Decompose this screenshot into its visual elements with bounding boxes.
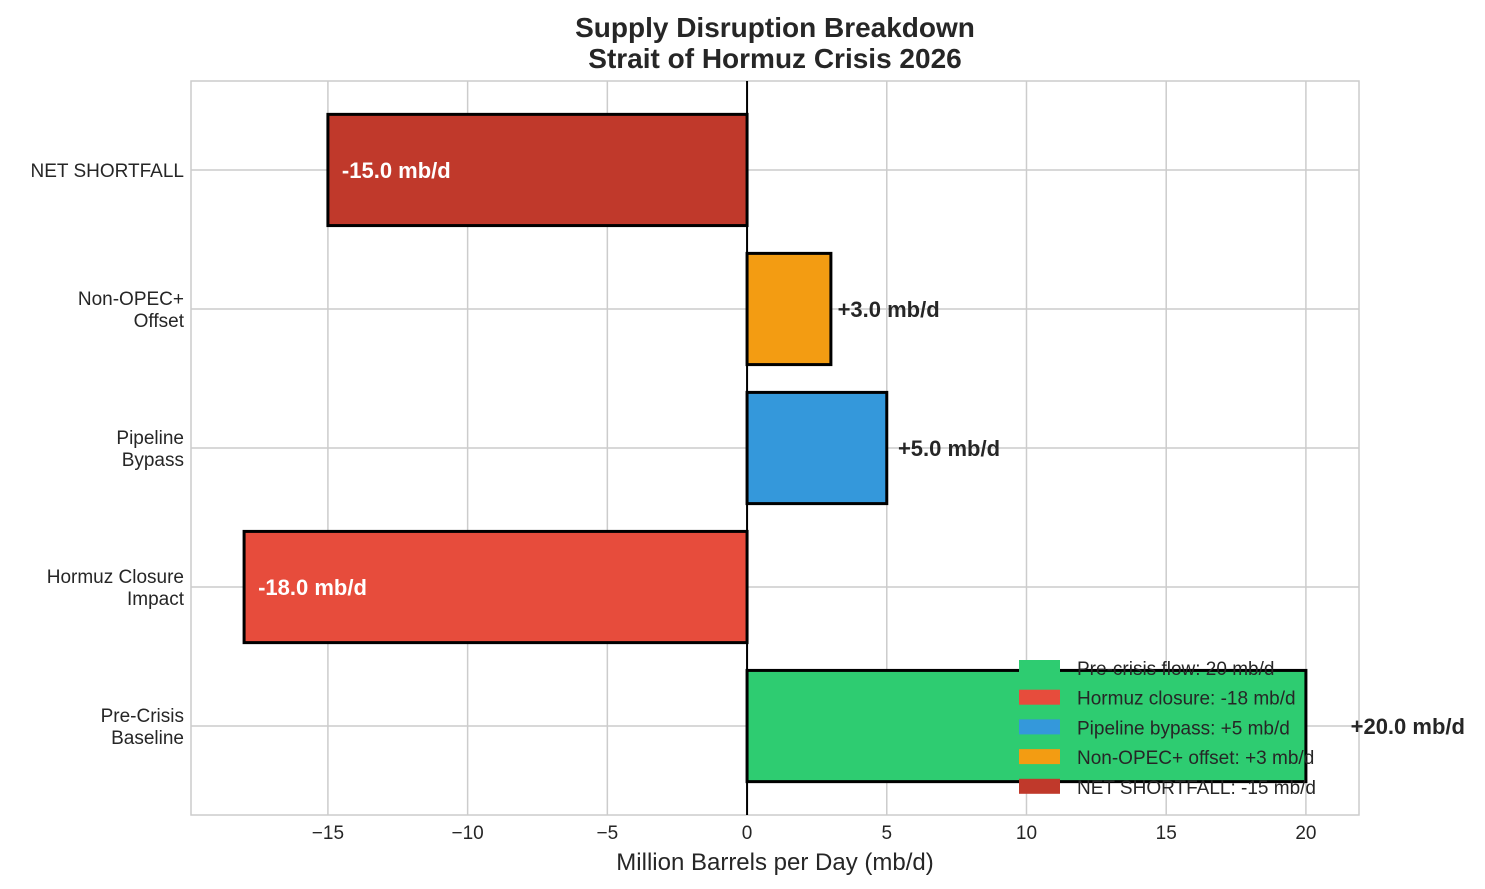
legend-label: NET SHORTFALL: -15 mb/d [1077, 778, 1316, 799]
title-line: Supply Disruption Breakdown [575, 12, 975, 43]
bar [242, 529, 749, 645]
legend-swatch [1019, 689, 1060, 705]
bar [326, 112, 749, 228]
data-labels: +20.0 mb/d -18.0 mb/d +5.0 mb/d +3.0 mb/d -1… [258, 158, 1465, 739]
data-label: +20.0 mb/d [1351, 714, 1465, 739]
x-tick-label: −5 [597, 823, 619, 844]
y-tick-label: Hormuz Closure [47, 567, 184, 588]
legend-swatch [1019, 749, 1060, 765]
bar [745, 390, 889, 506]
y-tick-label: Pre-Crisis [101, 706, 184, 727]
bars [242, 112, 1308, 784]
legend-label: Non-OPEC+ offset: +3 mb/d [1077, 748, 1314, 769]
legend-swatch [1019, 660, 1060, 675]
data-label: -15.0 mb/d [342, 158, 451, 183]
x-tick-label: −10 [452, 823, 484, 844]
data-label: -18.0 mb/d [258, 575, 367, 600]
x-axis-label: Million Barrels per Day (mb/d) [616, 849, 933, 876]
title-line: Strait of Hormuz Crisis 2026 [588, 43, 961, 74]
legend-label: Hormuz closure: -18 mb/d [1077, 689, 1296, 710]
data-label: +5.0 mb/d [898, 436, 1000, 461]
x-tick-labels: −15 −10 −5 0 5 10 15 20 [312, 823, 1317, 844]
x-tick-label: −15 [312, 823, 344, 844]
legend-label: Pre-crisis flow: 20 mb/d [1077, 659, 1274, 680]
y-tick-label: Impact [127, 589, 185, 610]
legend-swatch [1019, 778, 1060, 794]
legend-label: Pipeline bypass: +5 mb/d [1077, 718, 1290, 739]
y-tick-label: Baseline [111, 728, 184, 749]
x-tick-label: 0 [742, 823, 753, 844]
x-tick-label: 10 [1016, 823, 1037, 844]
y-tick-label: Non-OPEC+ [78, 289, 184, 310]
legend: Pre-crisis flow: 20 mb/d Hormuz closure: … [1019, 659, 1316, 799]
x-tick-label: 20 [1295, 823, 1316, 844]
y-tick-label: Bypass [122, 450, 184, 471]
x-tick-label: 15 [1156, 823, 1177, 844]
y-tick-label: Offset [134, 311, 185, 332]
y-tick-label: Pipeline [116, 428, 184, 449]
data-label: +3.0 mb/d [838, 297, 940, 322]
bar [745, 251, 833, 367]
y-tick-label: NET SHORTFALL [31, 161, 184, 182]
x-tick-label: 5 [881, 823, 892, 844]
legend-swatch [1019, 719, 1060, 735]
